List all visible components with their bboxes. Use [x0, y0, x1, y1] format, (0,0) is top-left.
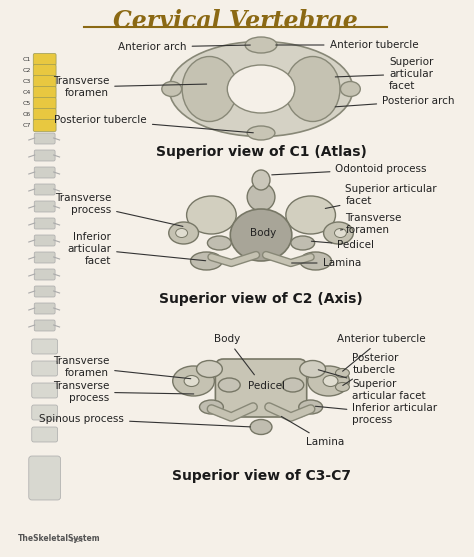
- Ellipse shape: [230, 209, 292, 261]
- Text: Cervical Vertebrae: Cervical Vertebrae: [113, 9, 357, 33]
- Ellipse shape: [291, 236, 315, 250]
- Text: Body: Body: [250, 228, 276, 238]
- Text: Posterior arch: Posterior arch: [335, 96, 455, 107]
- FancyBboxPatch shape: [34, 167, 55, 178]
- FancyBboxPatch shape: [33, 120, 56, 131]
- Text: Inferior
articular
facet: Inferior articular facet: [67, 232, 206, 266]
- Ellipse shape: [335, 228, 346, 237]
- Ellipse shape: [187, 196, 236, 234]
- Text: Transverse
process: Transverse process: [55, 193, 183, 226]
- Text: Anterior tubercle: Anterior tubercle: [276, 40, 418, 50]
- FancyBboxPatch shape: [32, 339, 57, 354]
- Text: Anterior arch: Anterior arch: [118, 42, 250, 52]
- Ellipse shape: [176, 228, 188, 237]
- Text: Superior view of C2 (Axis): Superior view of C2 (Axis): [159, 292, 363, 306]
- FancyBboxPatch shape: [32, 427, 57, 442]
- Text: C1: C1: [23, 57, 31, 62]
- Ellipse shape: [245, 37, 277, 53]
- Ellipse shape: [336, 369, 349, 378]
- FancyBboxPatch shape: [215, 359, 307, 417]
- Text: C7: C7: [22, 123, 31, 128]
- Ellipse shape: [228, 65, 295, 113]
- Text: Transverse
foramen: Transverse foramen: [53, 356, 191, 379]
- Ellipse shape: [282, 378, 304, 392]
- FancyBboxPatch shape: [33, 109, 56, 120]
- Ellipse shape: [286, 196, 336, 234]
- Ellipse shape: [285, 56, 340, 121]
- Ellipse shape: [169, 222, 199, 244]
- Ellipse shape: [247, 183, 275, 211]
- Text: Superior articular
facet: Superior articular facet: [325, 184, 437, 208]
- FancyBboxPatch shape: [34, 184, 55, 195]
- FancyBboxPatch shape: [34, 235, 55, 246]
- Ellipse shape: [200, 400, 223, 414]
- Text: C4: C4: [22, 90, 31, 95]
- Text: Posterior
tubercle: Posterior tubercle: [343, 353, 399, 385]
- FancyBboxPatch shape: [34, 320, 55, 331]
- Text: Pedicel: Pedicel: [311, 240, 374, 250]
- Ellipse shape: [300, 252, 331, 270]
- Text: C5: C5: [23, 101, 31, 106]
- FancyBboxPatch shape: [33, 65, 56, 76]
- Ellipse shape: [197, 360, 222, 378]
- Text: Transverse
foramen: Transverse foramen: [53, 76, 207, 98]
- Ellipse shape: [252, 170, 270, 190]
- Text: Superior view of C1 (Atlas): Superior view of C1 (Atlas): [155, 145, 366, 159]
- Text: Pedicel: Pedicel: [247, 381, 284, 391]
- Ellipse shape: [323, 375, 338, 387]
- FancyBboxPatch shape: [34, 286, 55, 297]
- Text: Transverse
process: Transverse process: [53, 381, 194, 403]
- Ellipse shape: [336, 383, 349, 392]
- Text: C2: C2: [22, 68, 31, 73]
- FancyBboxPatch shape: [33, 97, 56, 110]
- Text: C3: C3: [22, 79, 31, 84]
- Ellipse shape: [247, 126, 275, 140]
- Ellipse shape: [299, 400, 323, 414]
- Text: Superior
articular
facet: Superior articular facet: [335, 57, 433, 91]
- FancyBboxPatch shape: [33, 86, 56, 99]
- Text: Odontoid process: Odontoid process: [272, 164, 427, 175]
- FancyBboxPatch shape: [33, 76, 56, 87]
- FancyBboxPatch shape: [34, 269, 55, 280]
- Text: TheSkeletalSystem: TheSkeletalSystem: [18, 534, 100, 543]
- Text: .net: .net: [70, 537, 83, 543]
- FancyBboxPatch shape: [29, 456, 61, 500]
- Ellipse shape: [184, 375, 199, 387]
- Ellipse shape: [162, 81, 182, 96]
- FancyBboxPatch shape: [32, 361, 57, 376]
- Ellipse shape: [182, 56, 237, 121]
- Text: Transverse
foramen: Transverse foramen: [340, 213, 402, 235]
- Ellipse shape: [191, 252, 222, 270]
- Ellipse shape: [300, 360, 326, 378]
- FancyBboxPatch shape: [34, 150, 55, 161]
- Ellipse shape: [250, 419, 272, 434]
- Ellipse shape: [324, 222, 353, 244]
- Ellipse shape: [219, 378, 240, 392]
- FancyBboxPatch shape: [34, 218, 55, 229]
- FancyBboxPatch shape: [34, 303, 55, 314]
- Text: C6: C6: [23, 112, 31, 117]
- Text: Spinous process: Spinous process: [39, 414, 250, 427]
- Text: Body: Body: [214, 334, 255, 375]
- FancyBboxPatch shape: [33, 53, 56, 66]
- Ellipse shape: [169, 42, 353, 136]
- Ellipse shape: [208, 236, 231, 250]
- Text: Posterior tubercle: Posterior tubercle: [55, 115, 253, 133]
- FancyBboxPatch shape: [34, 133, 55, 144]
- Text: Superior view of C3-C7: Superior view of C3-C7: [172, 469, 351, 483]
- FancyBboxPatch shape: [32, 383, 57, 398]
- Text: Inferior articular
process: Inferior articular process: [315, 403, 438, 425]
- Ellipse shape: [173, 366, 214, 396]
- Ellipse shape: [308, 366, 349, 396]
- FancyBboxPatch shape: [34, 252, 55, 263]
- Text: Anterior tubercle: Anterior tubercle: [337, 334, 426, 371]
- Text: Lamina: Lamina: [281, 417, 344, 447]
- Text: Superior
articular facet: Superior articular facet: [319, 370, 426, 401]
- FancyBboxPatch shape: [34, 201, 55, 212]
- Ellipse shape: [340, 81, 360, 96]
- FancyBboxPatch shape: [32, 405, 57, 420]
- Text: Lamina: Lamina: [292, 258, 361, 268]
